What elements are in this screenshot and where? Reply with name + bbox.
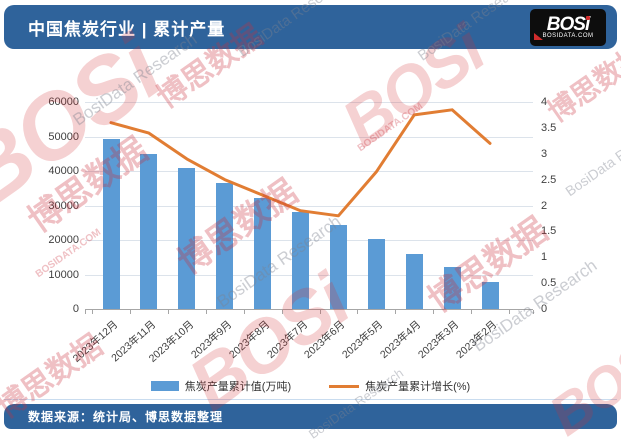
gridline <box>85 137 533 138</box>
x-axis-tick <box>129 310 131 314</box>
gridline <box>85 102 533 103</box>
x-axis-tick <box>243 310 245 314</box>
bosi-logo: BOSi BOSIDATA.COM <box>530 9 606 46</box>
gridline <box>85 206 533 207</box>
left-axis-tick-label: 50000 <box>48 130 79 143</box>
x-axis-line <box>85 309 533 310</box>
data-source-text: 数据来源：统计局、博思数据整理 <box>28 410 224 424</box>
right-axis-labels: 0 0.5 1 1.5 2 2.5 3 3.5 4 <box>541 96 581 315</box>
right-axis-tick-label: 0.5 <box>541 277 557 290</box>
legend-item-line: 焦炭产量累计增长(%) <box>329 378 470 394</box>
right-axis-tick-label: 0 <box>541 303 548 315</box>
gridline <box>85 275 533 276</box>
x-axis-tick <box>533 310 534 314</box>
bar-2023年9月 <box>216 183 234 309</box>
page-title: 中国焦炭行业 | 累计产量 <box>28 19 226 39</box>
bar-2023年12月 <box>102 138 120 309</box>
line-series <box>109 108 492 218</box>
logo-red-dot-icon <box>586 15 591 20</box>
right-axis-tick-label: 4 <box>541 96 548 108</box>
right-axis-tick-label: 2 <box>541 199 548 212</box>
left-axis-labels: 0 10000 20000 30000 40000 50000 60000 <box>25 96 79 315</box>
right-axis-tick-label: 3 <box>541 147 548 160</box>
x-axis-tick <box>92 310 93 314</box>
chart-plot-area: 2023年12月 2023年11月 2023年10月 2023年9月 2023年8月 20… <box>71 102 534 365</box>
growth-line-path <box>109 108 492 218</box>
x-axis-tick <box>509 310 510 314</box>
left-axis-tick-label: 60000 <box>48 96 79 108</box>
left-axis-tick-label: 10000 <box>48 268 79 281</box>
bar-legend-swatch-icon <box>150 381 179 391</box>
bar-2023年8月 <box>254 197 272 309</box>
line-legend-swatch-icon <box>329 384 360 388</box>
chart-legend: 焦炭产量累计值(万吨) 焦炭产量累计增长(%) <box>0 378 621 394</box>
x-axis-tick <box>85 310 86 314</box>
bar-2023年3月 <box>443 267 461 309</box>
x-axis-tick <box>281 310 283 314</box>
x-axis-tick <box>357 310 359 314</box>
bar-2023年6月 <box>329 225 347 309</box>
right-axis-tick-label: 2.5 <box>541 173 557 186</box>
bosi-logo-text: BOSi <box>546 13 591 35</box>
header-bar: 中国焦炭行业 | 累计产量 BOSi BOSIDATA.COM <box>4 5 617 49</box>
right-axis-tick-label: 3.5 <box>541 121 557 134</box>
x-axis-tick <box>205 310 207 314</box>
bar-legend-label: 焦炭产量累计值(万吨) <box>184 381 292 393</box>
x-axis-tick <box>433 310 435 314</box>
bosi-logo-site: BOSIDATA.COM <box>542 32 594 39</box>
right-axis-tick-label: 1.5 <box>541 225 557 238</box>
x-axis-tick <box>395 310 397 314</box>
bar-2023年2月 <box>481 281 499 309</box>
footer-divider <box>4 399 617 400</box>
bar-2023年10月 <box>178 167 196 309</box>
bar-2023年4月 <box>405 253 423 309</box>
logo-triangle-icon <box>534 33 543 40</box>
left-axis-tick-label: 20000 <box>48 234 79 246</box>
left-axis-tick-label: 0 <box>72 303 79 315</box>
legend-item-bar: 焦炭产量累计值(万吨) <box>150 378 292 394</box>
gridline <box>85 171 533 172</box>
footer-bar: 数据来源：统计局、博思数据整理 <box>4 404 617 429</box>
x-axis-tick <box>471 310 473 314</box>
line-legend-label: 焦炭产量累计增长(%) <box>365 381 471 393</box>
x-axis-tick <box>167 310 169 314</box>
bar-2023年5月 <box>367 239 385 309</box>
gridline <box>85 240 533 241</box>
left-axis-tick-label: 40000 <box>48 165 79 177</box>
x-axis-tick <box>319 310 321 314</box>
left-axis-tick-label: 30000 <box>48 199 79 212</box>
bar-2023年11月 <box>140 153 158 309</box>
right-axis-tick-label: 1 <box>541 251 548 264</box>
bar-2023年7月 <box>292 212 309 309</box>
